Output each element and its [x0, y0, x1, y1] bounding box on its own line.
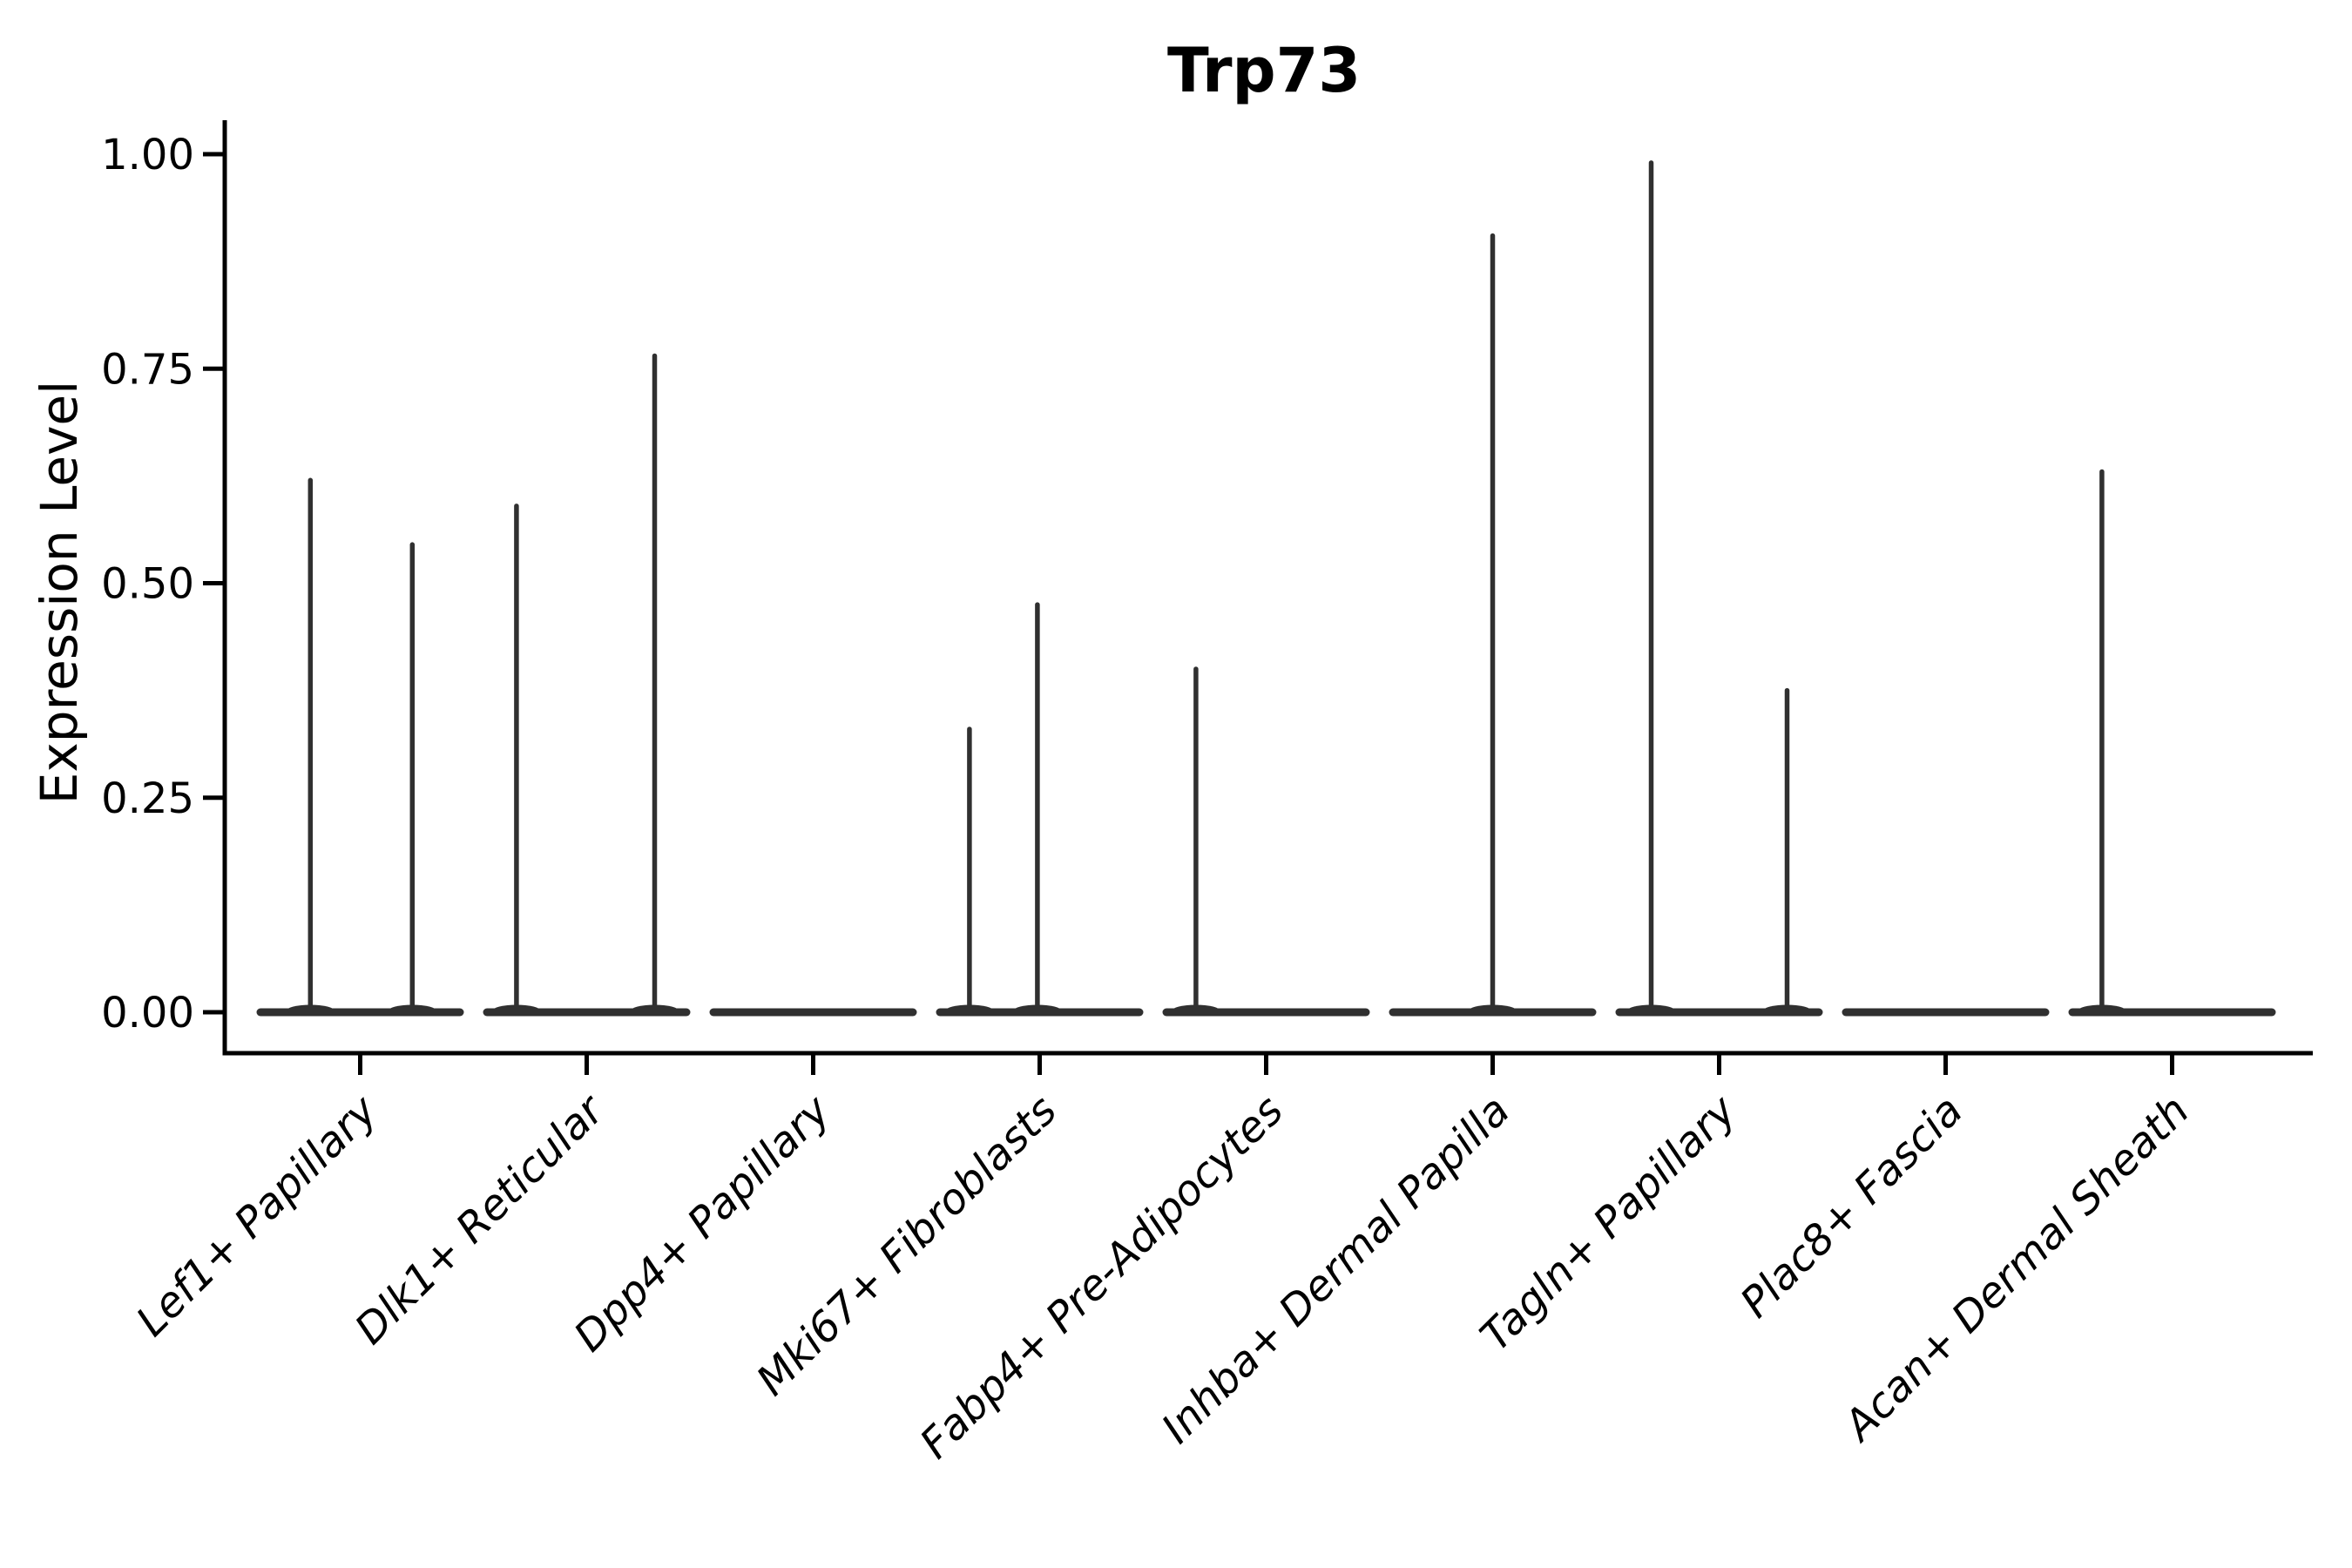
violin-7	[1615, 160, 1823, 1017]
violin-9	[2068, 469, 2276, 1017]
y-tick-label: 0.00	[101, 989, 194, 1037]
violin-2	[483, 353, 691, 1017]
violin-body	[709, 1008, 917, 1017]
y-tick-label: 0.50	[101, 560, 194, 609]
y-tick-label: 1.00	[101, 131, 194, 179]
violin-5	[1162, 666, 1370, 1017]
violins-layer	[256, 160, 2276, 1017]
violin-3	[709, 1008, 917, 1017]
x-tick-label: Lef1+ Papillary	[127, 1085, 388, 1346]
violin-8	[1842, 1008, 2050, 1017]
violin-1	[256, 477, 464, 1017]
chart-title: Trp73	[1167, 35, 1361, 106]
violin-6	[1389, 233, 1597, 1017]
y-axis-label: Expression Level	[30, 381, 89, 804]
y-ticks: 0.00 0.25 0.50 0.75 1.00	[101, 131, 225, 1037]
y-tick-label: 0.75	[101, 345, 194, 394]
x-tick-label: Dlk1+ Reticular	[346, 1085, 616, 1355]
violin-body	[1842, 1008, 2050, 1017]
x-tick-label: Fabp4+ Pre-Adipocytes	[910, 1086, 1293, 1469]
y-tick-label: 0.25	[101, 774, 194, 823]
violin-4	[936, 602, 1144, 1017]
axes-layer: 0.00 0.25 0.50 0.75 1.00 Lef1+ PapillaryDlk1…	[101, 120, 2313, 1468]
x-tick-label: Plac8+ Fascia	[1731, 1086, 1972, 1328]
